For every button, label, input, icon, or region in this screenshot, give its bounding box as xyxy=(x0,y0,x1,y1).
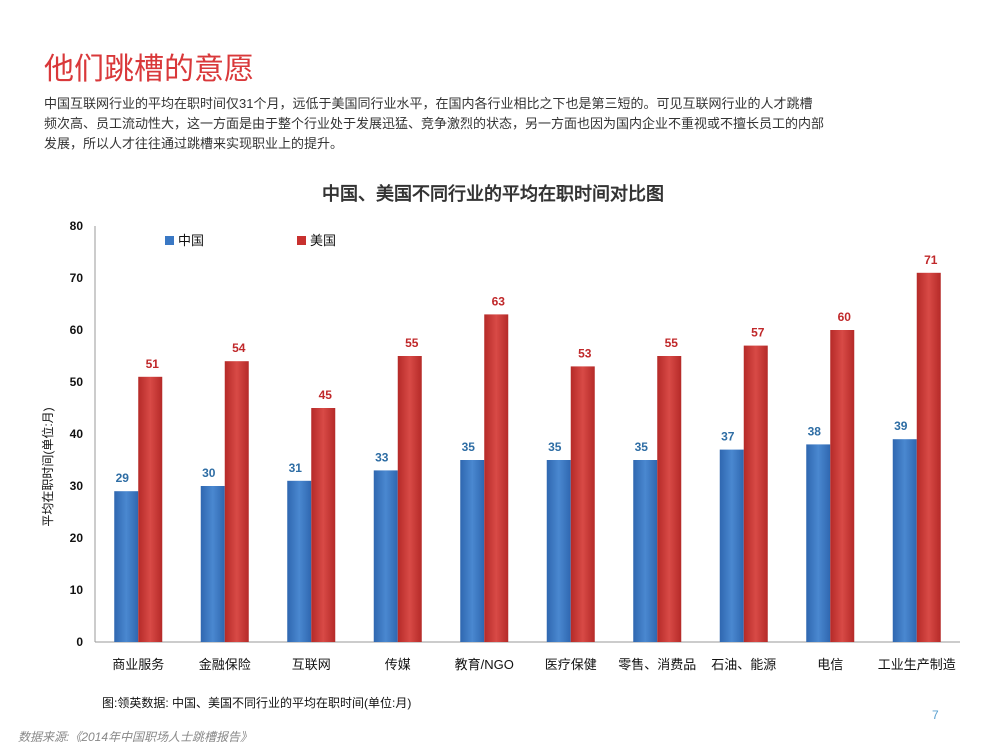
x-tick-label: 工业生产制造 xyxy=(878,657,956,672)
source-note: 数据来源:《2014年中国职场人士跳槽报告》 xyxy=(18,730,253,744)
bar-usa xyxy=(311,408,336,642)
data-label-china: 33 xyxy=(375,450,389,464)
x-tick-label: 教育/NGO xyxy=(455,657,514,672)
y-tick-label: 10 xyxy=(70,583,84,597)
x-tick-label: 金融保险 xyxy=(199,657,251,672)
data-label-usa: 63 xyxy=(492,294,506,308)
bar-china xyxy=(719,449,744,642)
bar-china xyxy=(892,439,917,642)
bar-china xyxy=(460,460,485,642)
x-tick-label: 电信 xyxy=(817,657,843,672)
y-tick-label: 30 xyxy=(70,479,84,493)
bar-china xyxy=(200,486,225,642)
bar-usa xyxy=(657,356,682,642)
bar-usa xyxy=(224,361,249,642)
y-tick-label: 40 xyxy=(70,427,84,441)
x-tick-label: 医疗保健 xyxy=(545,657,597,672)
bar-usa xyxy=(830,330,855,642)
bar-china xyxy=(546,460,571,642)
bar-china xyxy=(287,480,312,642)
bar-usa xyxy=(743,345,768,642)
bar-china xyxy=(806,444,831,642)
y-tick-label: 20 xyxy=(70,531,84,545)
data-label-china: 39 xyxy=(894,419,908,433)
x-tick-label: 零售、消费品 xyxy=(618,657,696,672)
intro-paragraph: 中国互联网行业的平均在职时间仅31个月，远低于美国同行业水平，在国内各行业相比之… xyxy=(44,96,825,151)
legend-label-china: 中国 xyxy=(178,233,204,248)
data-label-usa: 55 xyxy=(405,336,419,350)
x-tick-label: 互联网 xyxy=(292,657,331,672)
data-label-china: 30 xyxy=(202,466,216,480)
slide-title: 他们跳槽的意愿 xyxy=(44,53,254,86)
x-tick-label: 传媒 xyxy=(385,657,411,672)
data-label-china: 35 xyxy=(462,440,476,454)
x-tick-label: 商业服务 xyxy=(112,657,164,672)
data-label-china: 31 xyxy=(289,461,303,475)
data-label-china: 38 xyxy=(808,424,822,438)
data-label-usa: 71 xyxy=(924,253,938,267)
y-axis-label: 平均在职时间(单位:月) xyxy=(40,407,55,526)
data-label-china: 35 xyxy=(548,440,562,454)
chart-title: 中国、美国不同行业的平均在职时间对比图 xyxy=(322,183,664,204)
data-label-usa: 51 xyxy=(146,357,160,371)
y-tick-label: 60 xyxy=(70,323,84,337)
y-tick-label: 80 xyxy=(70,219,84,233)
bar-chart: 中国、美国不同行业的平均在职时间对比图 平均在职时间(单位:月) 0 10 20 30… xyxy=(40,183,960,672)
y-tick-label: 0 xyxy=(76,635,83,649)
data-label-usa: 60 xyxy=(838,310,852,324)
bar-usa xyxy=(397,356,422,642)
bar-usa xyxy=(484,314,509,642)
bar-china xyxy=(633,460,658,642)
page-number: 7 xyxy=(932,708,939,722)
data-label-usa: 53 xyxy=(578,346,592,360)
bar-china xyxy=(373,470,398,642)
legend-swatch-usa xyxy=(297,236,306,245)
data-label-china: 29 xyxy=(116,471,130,485)
y-tick-label: 70 xyxy=(70,271,84,285)
chart-caption: 图:领英数据: 中国、美国不同行业的平均在职时间(单位:月) xyxy=(102,696,412,710)
legend-label-usa: 美国 xyxy=(310,233,336,248)
data-label-usa: 55 xyxy=(665,336,679,350)
bar-china xyxy=(114,491,139,642)
legend-swatch-china xyxy=(165,236,174,245)
data-label-china: 37 xyxy=(721,430,735,444)
x-tick-label: 石油、能源 xyxy=(711,657,776,672)
y-tick-label: 50 xyxy=(70,375,84,389)
data-label-usa: 45 xyxy=(319,388,333,402)
bar-usa xyxy=(916,272,941,642)
bar-usa xyxy=(138,376,163,642)
data-label-usa: 57 xyxy=(751,326,765,340)
data-label-usa: 54 xyxy=(232,341,246,355)
bar-usa xyxy=(570,366,595,642)
data-label-china: 35 xyxy=(635,440,649,454)
